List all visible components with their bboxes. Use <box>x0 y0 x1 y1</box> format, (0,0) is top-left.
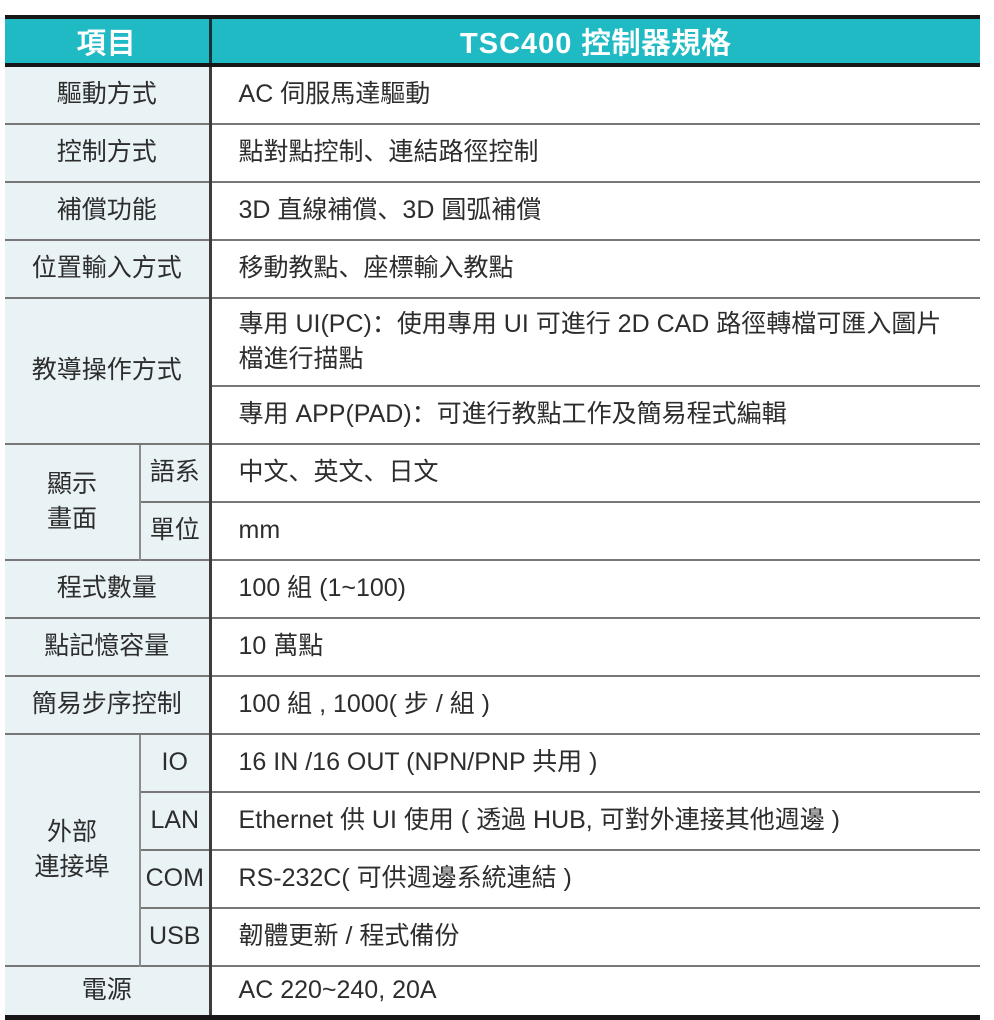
header-row: 項目 TSC400 控制器規格 <box>5 17 981 67</box>
row-display-lang: 顯示 畫面 語系 中文、英文、日文 <box>5 443 981 560</box>
row-display-label-line2: 畫面 <box>46 505 97 533</box>
row-ports-usb-value: 韌體更新 / 程式備份 <box>208 907 981 966</box>
row-control-label: 控制方式 <box>5 123 211 182</box>
row-display-label: 顯示 畫面 <box>5 443 140 560</box>
row-ports-lan-sublabel: LAN <box>138 791 211 850</box>
row-drive-label: 驅動方式 <box>5 64 211 124</box>
row-point-memory-value: 10 萬點 <box>208 617 981 676</box>
row-ports-label-line2: 連接埠 <box>34 853 110 881</box>
row-display-unit-sublabel: 單位 <box>138 501 211 560</box>
row-compensation-value: 3D 直線補償、3D 圓弧補償 <box>208 181 981 240</box>
row-ports-usb: USB 韌體更新 / 程式備份 <box>5 907 981 966</box>
row-position-input-value: 移動教點、座標輸入教點 <box>208 239 981 298</box>
row-teaching-pc-value: 專用 UI(PC)：使用專用 UI 可進行 2D CAD 路徑轉檔可匯入圖片檔進… <box>208 297 981 386</box>
row-point-memory-label: 點記憶容量 <box>5 617 211 676</box>
header-item-cell: 項目 <box>5 17 211 67</box>
row-point-memory: 點記憶容量 10 萬點 <box>5 617 981 676</box>
row-ports-com: COM RS-232C( 可供週邊系統連結 ) <box>5 849 981 908</box>
row-power-label: 電源 <box>5 965 211 1017</box>
row-ports-label-line1: 外部 <box>46 817 97 846</box>
row-step-control: 簡易步序控制 100 組 , 1000( 步 / 組 ) <box>5 675 981 734</box>
row-ports-label: 外部 連接埠 <box>5 733 140 966</box>
row-ports-lan: LAN Ethernet 供 UI 使用 ( 透過 HUB, 可對外連接其他週邊… <box>5 791 981 850</box>
row-teaching-app: 專用 APP(PAD)：可進行教點工作及簡易程式編輯 <box>5 385 981 444</box>
row-programs: 程式數量 100 組 (1~100) <box>5 559 981 618</box>
row-programs-label: 程式數量 <box>5 559 211 618</box>
row-compensation-label: 補償功能 <box>5 181 211 240</box>
row-power: 電源 AC 220~240, 20A <box>5 965 981 1017</box>
row-ports-usb-sublabel: USB <box>138 907 211 966</box>
row-ports-io-sublabel: IO <box>138 733 211 792</box>
row-ports-com-value: RS-232C( 可供週邊系統連結 ) <box>208 849 981 908</box>
row-ports-io: 外部 連接埠 IO 16 IN /16 OUT (NPN/PNP 共用 ) <box>5 733 981 966</box>
row-control-value: 點對點控制、連結路徑控制 <box>208 123 981 182</box>
row-display-unit-value: mm <box>208 501 981 560</box>
row-position-input: 位置輸入方式 移動教點、座標輸入教點 <box>5 239 981 298</box>
row-display-unit: 單位 mm <box>5 501 981 560</box>
row-programs-value: 100 組 (1~100) <box>208 559 981 618</box>
row-display-lang-sublabel: 語系 <box>138 443 211 502</box>
row-control: 控制方式 點對點控制、連結路徑控制 <box>5 123 981 182</box>
row-teaching-pc: 教導操作方式 專用 UI(PC)：使用專用 UI 可進行 2D CAD 路徑轉檔… <box>5 297 981 444</box>
row-power-value: AC 220~240, 20A <box>208 965 981 1017</box>
row-display-lang-value: 中文、英文、日文 <box>208 443 981 502</box>
row-drive: 驅動方式 AC 伺服馬達驅動 <box>5 64 981 124</box>
row-ports-io-value: 16 IN /16 OUT (NPN/PNP 共用 ) <box>208 733 981 792</box>
row-step-control-value: 100 組 , 1000( 步 / 組 ) <box>208 675 981 734</box>
row-step-control-label: 簡易步序控制 <box>5 675 211 734</box>
row-ports-com-sublabel: COM <box>138 849 211 908</box>
row-display-label-line1: 顯示 <box>46 469 97 498</box>
row-compensation: 補償功能 3D 直線補償、3D 圓弧補償 <box>5 181 981 240</box>
row-teaching-label: 教導操作方式 <box>5 297 211 444</box>
row-drive-value: AC 伺服馬達驅動 <box>208 64 981 124</box>
row-ports-lan-value: Ethernet 供 UI 使用 ( 透過 HUB, 可對外連接其他週邊 ) <box>208 791 981 850</box>
row-position-input-label: 位置輸入方式 <box>5 239 211 298</box>
header-spec-cell: TSC400 控制器規格 <box>208 17 981 67</box>
tsc400-spec-table: 項目 TSC400 控制器規格 驅動方式 AC 伺服馬達驅動 控制方式 點對點控… <box>5 15 981 1020</box>
row-teaching-app-value: 專用 APP(PAD)：可進行教點工作及簡易程式編輯 <box>208 385 981 444</box>
